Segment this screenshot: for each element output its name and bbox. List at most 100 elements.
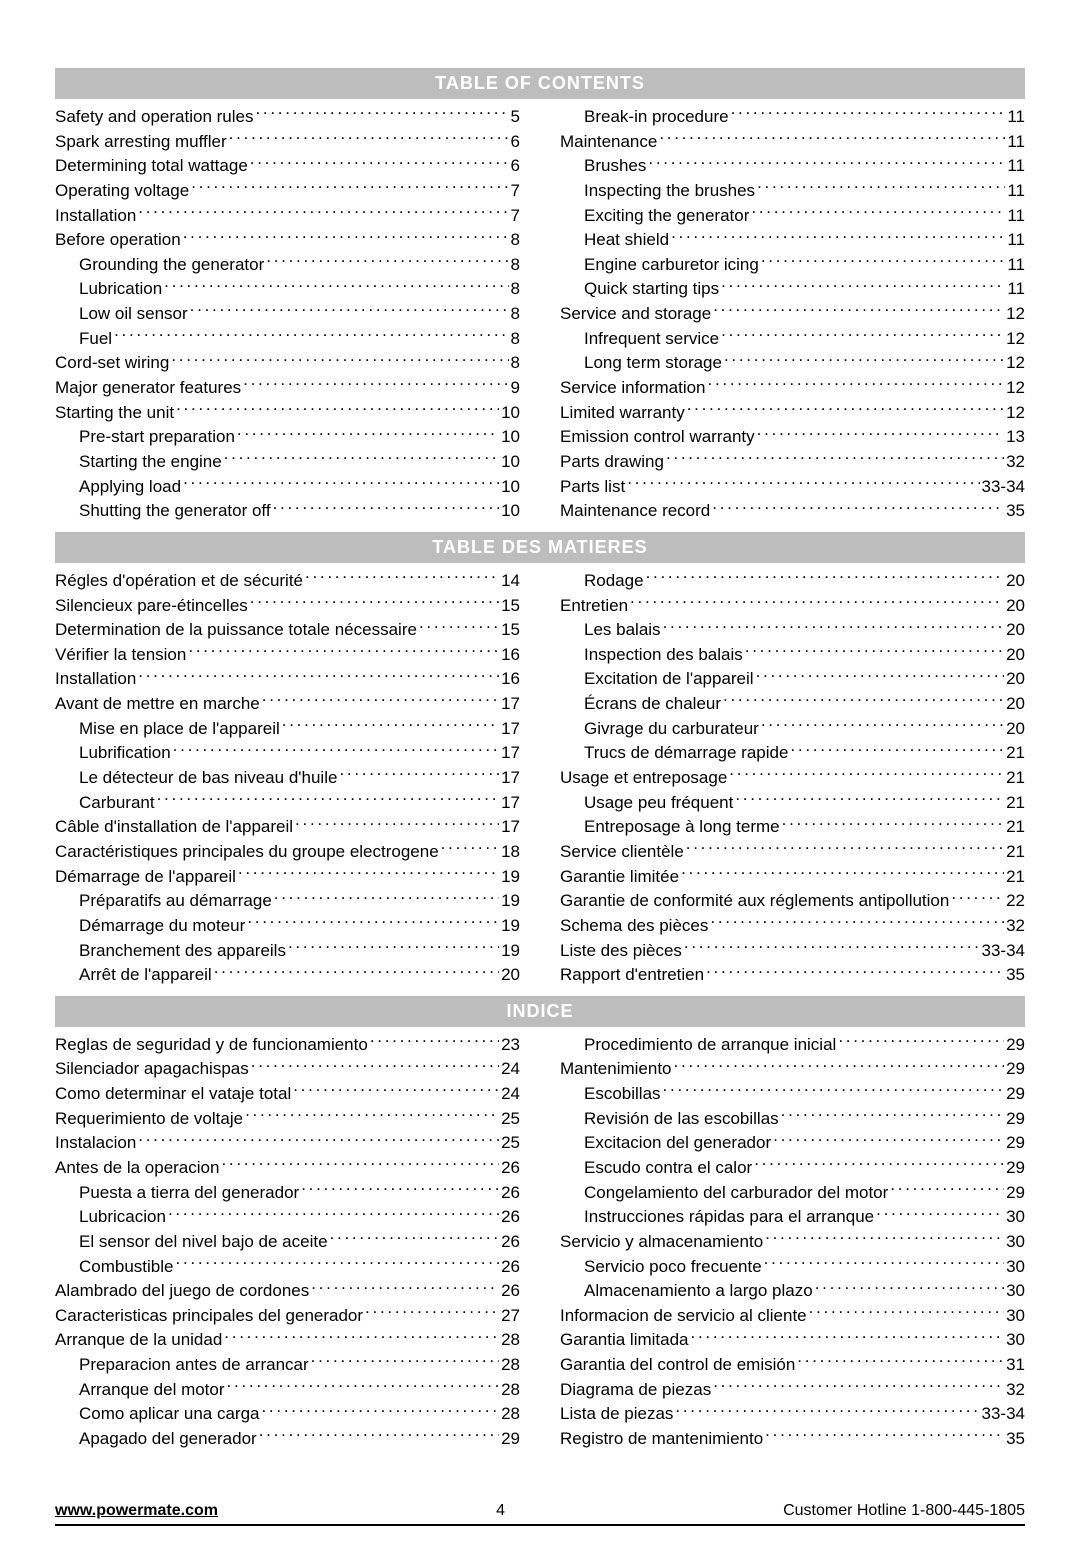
toc-entry-label: Spark arresting muffler bbox=[55, 130, 227, 155]
toc-leader-dots bbox=[761, 253, 1006, 270]
toc-entry-page: 30 bbox=[1006, 1279, 1025, 1304]
toc-leader-dots bbox=[238, 865, 499, 882]
toc-entry-page: 11 bbox=[1007, 253, 1025, 278]
toc-leader-dots bbox=[176, 401, 499, 418]
toc-entry-label: Reglas de seguridad y de funcionamiento bbox=[55, 1033, 368, 1058]
toc-entry-label: Servicio y almacenamiento bbox=[560, 1230, 763, 1255]
toc-leader-dots bbox=[221, 1156, 499, 1173]
toc-entry-label: Requerimiento de voltaje bbox=[55, 1107, 243, 1132]
toc-entry-label: Informacion de servicio al cliente bbox=[560, 1304, 807, 1329]
toc-entry-page: 10 bbox=[501, 499, 520, 524]
footer-url[interactable]: www.powermate.com bbox=[55, 1502, 218, 1520]
toc-leader-dots bbox=[311, 1279, 499, 1296]
toc-entry: Apagado del generador29 bbox=[55, 1427, 520, 1452]
toc-entry-label: Caracteristicas principales del generado… bbox=[55, 1304, 363, 1329]
toc-entry-page: 24 bbox=[501, 1082, 520, 1107]
toc-entry-label: Mise en place de l'appareil bbox=[79, 717, 280, 742]
toc-entry-page: 10 bbox=[501, 401, 520, 426]
toc-entry-page: 11 bbox=[1007, 204, 1025, 229]
toc-entry-label: Break-in procedure bbox=[584, 105, 729, 130]
toc-section-es: Reglas de seguridad y de funcionamiento 2… bbox=[55, 1033, 1025, 1452]
toc-leader-dots bbox=[261, 1402, 499, 1419]
toc-entry-page: 20 bbox=[1006, 594, 1025, 619]
toc-entry: Branchement des appareils19 bbox=[55, 939, 520, 964]
toc-leader-dots bbox=[646, 569, 1005, 586]
toc-entry-page: 30 bbox=[1006, 1328, 1025, 1353]
toc-entry-page: 17 bbox=[501, 692, 520, 717]
toc-header-fr: TABLE DES MATIERES bbox=[55, 532, 1025, 563]
toc-entry-label: Alambrado del juego de cordones bbox=[55, 1279, 309, 1304]
toc-entry-page: 15 bbox=[501, 594, 520, 619]
toc-leader-dots bbox=[757, 425, 1004, 442]
toc-entry-page: 8 bbox=[511, 277, 520, 302]
toc-entry-page: 8 bbox=[511, 253, 520, 278]
toc-entry-label: Servicio poco frecuente bbox=[584, 1255, 762, 1280]
toc-entry-label: Service clientèle bbox=[560, 840, 684, 865]
toc-entry: Reglas de seguridad y de funcionamiento 2… bbox=[55, 1033, 520, 1058]
toc-entry: Break-in procedure11 bbox=[560, 105, 1025, 130]
toc-leader-dots bbox=[339, 766, 499, 783]
toc-header-en: TABLE OF CONTENTS bbox=[55, 68, 1025, 99]
toc-leader-dots bbox=[251, 1057, 499, 1074]
toc-leader-dots bbox=[663, 1082, 1005, 1099]
toc-entry: Grounding the generator8 bbox=[55, 253, 520, 278]
toc-entry: Procedimiento de arranque inicial29 bbox=[560, 1033, 1025, 1058]
toc-entry-label: Escudo contra el calor bbox=[584, 1156, 752, 1181]
toc-entry-label: Low oil sensor bbox=[79, 302, 188, 327]
toc-entry-label: Préparatifs au démarrage bbox=[79, 889, 272, 914]
toc-entry: Instalacion25 bbox=[55, 1131, 520, 1156]
toc-entry: Engine carburetor icing11 bbox=[560, 253, 1025, 278]
toc-entry: Trucs de démarrage rapide21 bbox=[560, 741, 1025, 766]
toc-entry-label: Apagado del generador bbox=[79, 1427, 257, 1452]
toc-entry-page: 11 bbox=[1007, 277, 1025, 302]
toc-leader-dots bbox=[708, 376, 1005, 393]
toc-entry-page: 26 bbox=[501, 1279, 520, 1304]
toc-entry-page: 19 bbox=[501, 914, 520, 939]
toc-leader-dots bbox=[735, 791, 1004, 808]
toc-leader-dots bbox=[754, 1156, 1004, 1173]
toc-entry-page: 30 bbox=[1006, 1255, 1025, 1280]
toc-entry: Escudo contra el calor29 bbox=[560, 1156, 1025, 1181]
toc-entry-page: 8 bbox=[511, 302, 520, 327]
toc-entry: Service clientèle21 bbox=[560, 840, 1025, 865]
toc-entry-page: 21 bbox=[1006, 766, 1025, 791]
toc-col-es-left: Reglas de seguridad y de funcionamiento 2… bbox=[55, 1033, 520, 1452]
toc-entry-page: 8 bbox=[511, 228, 520, 253]
toc-entry-label: Silencieux pare-étincelles bbox=[55, 594, 248, 619]
toc-entry: Garantia limitada30 bbox=[560, 1328, 1025, 1353]
toc-entry-page: 20 bbox=[1006, 692, 1025, 717]
toc-entry-label: Silenciador apagachispas bbox=[55, 1057, 249, 1082]
toc-col-en-right: Break-in procedure11Maintenance11Brushes… bbox=[560, 105, 1025, 524]
toc-leader-dots bbox=[243, 376, 508, 393]
toc-entry: Low oil sensor 8 bbox=[55, 302, 520, 327]
toc-leader-dots bbox=[663, 618, 1005, 635]
toc-entry: Fuel8 bbox=[55, 327, 520, 352]
toc-entry-page: 29 bbox=[1006, 1082, 1025, 1107]
toc-entry-label: Écrans de chaleur bbox=[584, 692, 721, 717]
toc-entry: Pre-start preparation10 bbox=[55, 425, 520, 450]
toc-entry-page: 30 bbox=[1006, 1304, 1025, 1329]
toc-entry-page: 29 bbox=[1006, 1181, 1025, 1206]
toc-leader-dots bbox=[790, 741, 1004, 758]
toc-col-en-left: Safety and operation rules5Spark arresti… bbox=[55, 105, 520, 524]
toc-leader-dots bbox=[815, 1279, 1004, 1296]
toc-entry-label: Garantie de conformité aux réglements an… bbox=[560, 889, 949, 914]
toc-entry: Requerimiento de voltaje 25 bbox=[55, 1107, 520, 1132]
toc-entry-label: Major generator features bbox=[55, 376, 241, 401]
toc-leader-dots bbox=[138, 1131, 499, 1148]
toc-col-es-right: Procedimiento de arranque inicial29Mante… bbox=[560, 1033, 1025, 1452]
toc-entry: Excitacion del generador29 bbox=[560, 1131, 1025, 1156]
toc-entry-page: 16 bbox=[501, 667, 520, 692]
toc-entry: Long term storage12 bbox=[560, 351, 1025, 376]
toc-leader-dots bbox=[164, 277, 508, 294]
toc-entry-page: 23 bbox=[501, 1033, 520, 1058]
toc-leader-dots bbox=[773, 1131, 1004, 1148]
toc-entry: Carburant17 bbox=[55, 791, 520, 816]
toc-entry: Liste des pièces33-34 bbox=[560, 939, 1025, 964]
toc-entry: Determining total wattage6 bbox=[55, 154, 520, 179]
toc-entry-page: 25 bbox=[501, 1107, 520, 1132]
toc-entry-page: 17 bbox=[501, 815, 520, 840]
toc-leader-dots bbox=[721, 277, 1005, 294]
toc-entry-label: Câble d'installation de l'appareil bbox=[55, 815, 293, 840]
toc-leader-dots bbox=[756, 667, 1005, 684]
